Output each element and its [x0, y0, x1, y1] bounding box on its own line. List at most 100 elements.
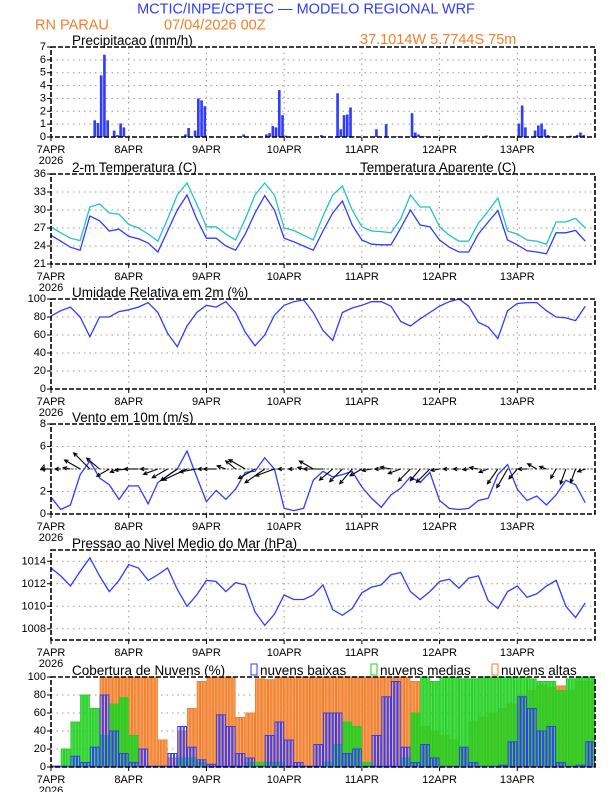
- cloud-bar-nuvens-baixas: [332, 712, 336, 768]
- cloud-bar-nuvens-baixas: [297, 762, 301, 768]
- x-tick-label: 8APR: [114, 521, 143, 533]
- wind-arrow: [339, 468, 353, 485]
- cloud-bar-nuvens-medias: [475, 678, 479, 768]
- cloud-bar-nuvens-baixas: [290, 739, 294, 768]
- panel-frame: [50, 676, 596, 768]
- precip-bar: [184, 134, 187, 137]
- wind-arrow-head: [53, 466, 59, 472]
- series-line-1: [50, 181, 586, 245]
- wind-arrow-head: [397, 477, 403, 483]
- wind-arrow-head: [142, 470, 148, 476]
- cloud-bar-nuvens-baixas: [73, 755, 77, 768]
- y-tick-label: 0: [40, 761, 46, 773]
- wind-arrow-head: [452, 466, 458, 472]
- wind-arrow: [319, 468, 334, 481]
- cloud-bar-nuvens-altas: [157, 739, 162, 768]
- cloud-bar-nuvens-medias: [410, 712, 414, 768]
- wind-arrow: [409, 468, 421, 481]
- cloud-bar-nuvens-baixas: [345, 753, 349, 768]
- wind-arrow-head: [496, 483, 501, 489]
- y-tick-label: 20: [34, 743, 46, 755]
- cloud-bar-nuvens-altas: [196, 681, 200, 768]
- cloud-bar-nuvens-baixas: [248, 757, 252, 768]
- legend-label: nuvens altas: [501, 663, 577, 678]
- cloud-bar-nuvens-medias: [63, 748, 68, 768]
- cloud-bar-nuvens-medias: [436, 681, 440, 768]
- cloud-bar-nuvens-medias: [484, 676, 489, 768]
- cloud-bar-nuvens-baixas: [549, 726, 553, 768]
- precip-bar: [187, 128, 190, 137]
- wind-arrow-head: [227, 458, 234, 464]
- legend-swatch: [250, 663, 258, 676]
- wind-arrow: [217, 465, 227, 470]
- y-tick-label: 7: [40, 41, 46, 53]
- cloud-bar-nuvens-altas: [209, 676, 213, 768]
- cloud-bar-nuvens-baixas: [374, 735, 379, 768]
- cloud-bar-nuvens-medias: [578, 676, 583, 768]
- cloud-bar-nuvens-baixas: [423, 744, 427, 768]
- precip-bar: [281, 115, 284, 137]
- cloud-bar-nuvens-medias: [442, 676, 447, 768]
- precip-bar: [349, 107, 352, 137]
- panel-title: Precipitacao (mm/h): [72, 33, 193, 48]
- x-tick-label: 13APR: [500, 271, 535, 283]
- cloud-bar-nuvens-baixas: [416, 762, 421, 768]
- wind-arrow: [362, 468, 372, 472]
- y-tick-label: 1010: [22, 600, 46, 612]
- cloud-bar-nuvens-medias: [582, 676, 586, 768]
- panel-frame: [50, 298, 596, 390]
- wind-arrow: [416, 468, 431, 483]
- y-tick-label: 60: [34, 329, 46, 341]
- wind-arrow: [527, 463, 537, 470]
- y-tick-label: 1: [40, 118, 46, 130]
- wind-arrow: [397, 468, 411, 482]
- wind-arrow-head: [379, 465, 385, 470]
- y-tick-label: 4: [40, 80, 46, 92]
- precip-bar: [339, 129, 343, 137]
- wind-arrow-head: [123, 466, 129, 472]
- cloud-bar-nuvens-medias: [575, 676, 579, 768]
- y-tick-label: 1014: [22, 555, 46, 567]
- precip-bar: [575, 135, 579, 137]
- wind-arrow-head: [468, 465, 474, 471]
- cloud-bar-nuvens-medias: [478, 676, 482, 768]
- wind-arrow: [228, 459, 246, 470]
- wind-arrow: [225, 460, 236, 470]
- wind-arrow-head: [516, 466, 523, 472]
- wind-arrow-head: [95, 472, 101, 477]
- precip-bar: [342, 115, 346, 137]
- wind-arrow-head: [538, 465, 544, 470]
- cloud-bar-nuvens-altas: [306, 676, 311, 768]
- cloud-bar-nuvens-altas: [361, 676, 366, 768]
- cloud-bar-nuvens-medias: [446, 676, 450, 768]
- wind-arrow-head: [113, 467, 119, 473]
- x-tick-label: 7APR: [37, 271, 66, 283]
- cloud-bar-nuvens-altas: [148, 676, 152, 768]
- wind-arrow-head: [85, 457, 91, 463]
- precip-bar: [582, 135, 585, 137]
- wind-arrow-head: [576, 468, 582, 473]
- cloud-bar-nuvens-baixas: [212, 763, 217, 768]
- x-tick-label: 8APR: [114, 774, 143, 786]
- run-label: 07/04/2026 00Z: [164, 18, 266, 34]
- y-tick-label: 100: [28, 293, 46, 305]
- x-tick-label: 13APR: [500, 144, 535, 156]
- x-tick-label: 11APR: [345, 774, 379, 786]
- panel-title: Umidade Relativa em 2m (%): [72, 285, 248, 300]
- wind-arrow-head: [486, 479, 492, 485]
- precip-bar: [413, 132, 417, 137]
- x-tick-label: 7APR: [37, 144, 66, 156]
- y-tick-label: 8: [40, 418, 46, 430]
- wind-arrow-head: [409, 476, 415, 482]
- wind-arrow-head: [508, 474, 513, 480]
- wind-arrow-head: [196, 466, 202, 472]
- wind-arrow-head: [287, 466, 293, 472]
- cloud-bar-nuvens-baixas: [585, 741, 589, 768]
- wind-arrow-head: [161, 476, 168, 481]
- wind-arrow: [496, 468, 509, 488]
- cloud-bar-nuvens-medias: [572, 678, 576, 768]
- panel-1: 21 24 27 30 33 36 7APR 8APR 9APR 10APR 11APR 12APR 1…: [34, 160, 596, 294]
